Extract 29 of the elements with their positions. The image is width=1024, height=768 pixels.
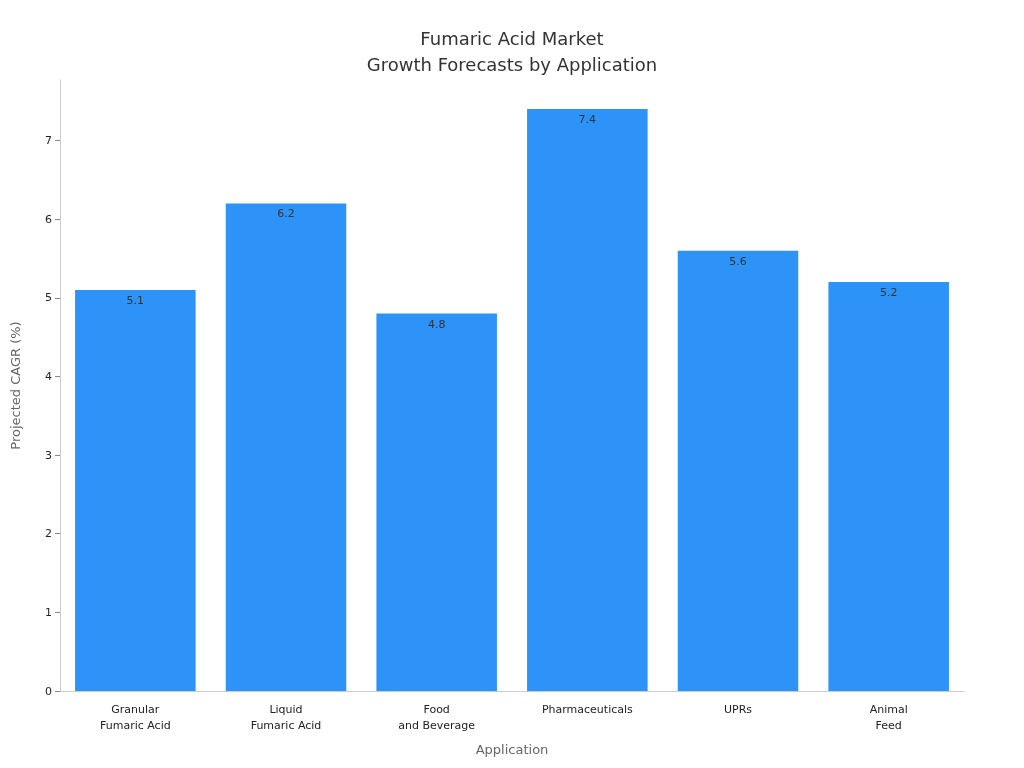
chart-title: Fumaric Acid Market Growth Forecasts by Application xyxy=(366,27,658,75)
y-tick-label: 7 xyxy=(45,134,52,148)
y-tick-label: 5 xyxy=(45,291,52,305)
data-label: 5.6 xyxy=(729,254,747,268)
x-axis-title: Application xyxy=(475,742,549,757)
y-tick-label: 0 xyxy=(45,684,52,698)
x-tick-label: Food and Beverage xyxy=(398,702,476,732)
bar xyxy=(677,250,799,691)
data-label: 5.1 xyxy=(126,293,145,307)
y-tick-label: 6 xyxy=(45,212,52,226)
x-tick-label: Animal Feed xyxy=(869,702,908,732)
data-label: 4.8 xyxy=(427,317,446,331)
bar xyxy=(376,313,497,691)
y-tick-label: 3 xyxy=(45,448,52,462)
y-tick-label: 4 xyxy=(45,369,52,383)
y-tick-label: 2 xyxy=(45,527,52,541)
data-label: 5.2 xyxy=(879,286,898,300)
data-label: 6.2 xyxy=(277,207,295,221)
bar xyxy=(225,203,347,691)
y-tick-label: 1 xyxy=(45,605,52,619)
bar xyxy=(75,289,196,691)
x-tick-label: Pharmaceuticals xyxy=(541,702,634,716)
bar xyxy=(527,109,648,691)
y-axis-title: Projected CAGR (%) xyxy=(8,321,23,450)
bar xyxy=(828,282,949,691)
x-tick-label: UPRs xyxy=(723,702,753,716)
data-label: 7.4 xyxy=(578,113,597,127)
x-tick-label: Liquid Fumaric Acid xyxy=(250,702,322,732)
x-tick-label: Granular Fumaric Acid xyxy=(99,702,171,732)
